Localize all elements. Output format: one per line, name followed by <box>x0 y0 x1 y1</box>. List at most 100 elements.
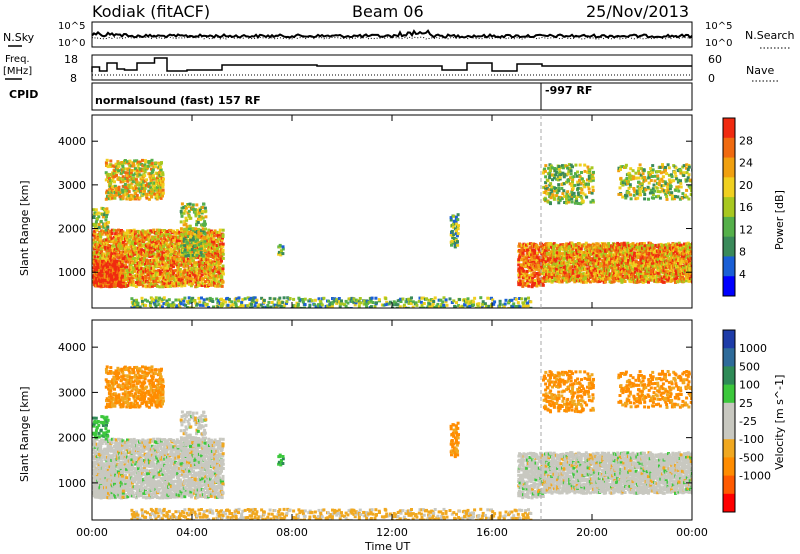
power-cell <box>213 280 217 284</box>
power-cell <box>541 258 545 262</box>
power-cell <box>533 273 537 277</box>
power-cell <box>202 263 206 267</box>
power-cell <box>152 176 155 180</box>
power-cell <box>124 239 128 242</box>
power-cell <box>644 258 648 262</box>
power-cell <box>670 277 673 281</box>
power-cell <box>113 260 117 264</box>
nsearch-label: N.Search <box>745 29 795 42</box>
power-cell <box>106 257 110 261</box>
power-cell <box>559 252 563 256</box>
power-cell <box>567 178 571 181</box>
power-cell <box>116 232 120 236</box>
power-cell <box>643 247 647 251</box>
power-cell <box>221 244 225 248</box>
power-cell <box>570 190 574 194</box>
power-cell <box>214 267 218 271</box>
power-cell <box>593 256 597 260</box>
power-cell <box>154 186 158 190</box>
power-cell <box>97 265 100 269</box>
power-cell <box>137 247 141 251</box>
power-cell <box>121 247 125 250</box>
power-cell <box>113 172 117 176</box>
power-cell <box>453 227 457 231</box>
power-cell <box>548 255 552 259</box>
power-cell <box>135 180 139 184</box>
power-cell <box>175 278 179 281</box>
power-cell <box>569 172 573 176</box>
power-cell <box>182 265 186 269</box>
power-cell <box>178 259 182 263</box>
power-cell <box>161 256 165 260</box>
power-cell <box>173 231 177 235</box>
power-cell <box>565 274 569 278</box>
power-cell <box>154 161 158 165</box>
power-cell <box>170 274 173 278</box>
power-cell <box>571 268 575 272</box>
power-cell <box>216 257 220 261</box>
power-cell <box>575 200 579 204</box>
power-cell <box>560 264 564 267</box>
power-cell <box>141 276 145 279</box>
power-cell <box>126 284 130 288</box>
power-cell <box>556 276 560 280</box>
power-cell <box>210 272 214 276</box>
power-cell <box>107 197 111 201</box>
power-cell <box>186 254 190 258</box>
power-cell <box>544 249 548 252</box>
power-cell <box>187 214 191 218</box>
power-cell <box>183 279 187 283</box>
power-cell <box>546 268 550 272</box>
power-cell <box>185 225 189 229</box>
power-cell <box>204 227 207 231</box>
power-cell <box>124 179 128 183</box>
power-cell <box>199 217 203 221</box>
power-cell <box>155 276 159 280</box>
power-cell <box>536 251 539 255</box>
power-cell <box>133 269 137 273</box>
noise-tick-right-top: 10^5 <box>705 21 733 32</box>
power-cell <box>625 262 629 265</box>
power-cell <box>166 266 170 270</box>
power-cell <box>97 240 101 244</box>
power-cell <box>664 265 668 269</box>
power-cell <box>100 232 104 236</box>
power-cell <box>177 240 181 243</box>
power-cell <box>198 214 202 218</box>
power-cell <box>548 174 552 178</box>
power-cell <box>149 243 153 247</box>
power-cell <box>122 256 126 260</box>
power-cell <box>192 255 196 259</box>
power-cell <box>558 257 562 260</box>
power-cell <box>557 278 561 282</box>
power-cell <box>140 189 144 193</box>
power-cell <box>521 257 524 261</box>
power-cell <box>175 231 179 235</box>
power-cell <box>204 215 208 219</box>
power-cell <box>619 264 623 268</box>
power-cell <box>143 186 147 190</box>
power-cell <box>158 262 162 266</box>
power-cell <box>537 264 541 268</box>
cpid-label: CPID <box>9 88 39 101</box>
power-cell <box>521 266 525 270</box>
power-cell <box>578 271 582 275</box>
power-cell <box>107 188 111 192</box>
power-cell <box>560 197 564 201</box>
power-cell <box>547 192 551 196</box>
power-cell <box>121 280 125 284</box>
power-cell <box>544 181 548 185</box>
power-cell <box>152 259 156 263</box>
power-cell <box>639 280 643 284</box>
power-cell <box>119 236 123 239</box>
power-cell <box>683 252 687 256</box>
power-cell <box>139 187 143 191</box>
power-cell <box>452 214 456 218</box>
power-cell <box>683 267 687 271</box>
power-cell <box>101 278 105 282</box>
power-cell <box>561 192 565 196</box>
power-cell <box>536 258 539 262</box>
power-cell <box>557 167 561 171</box>
power-cell <box>523 281 527 285</box>
power-cell <box>110 254 114 258</box>
